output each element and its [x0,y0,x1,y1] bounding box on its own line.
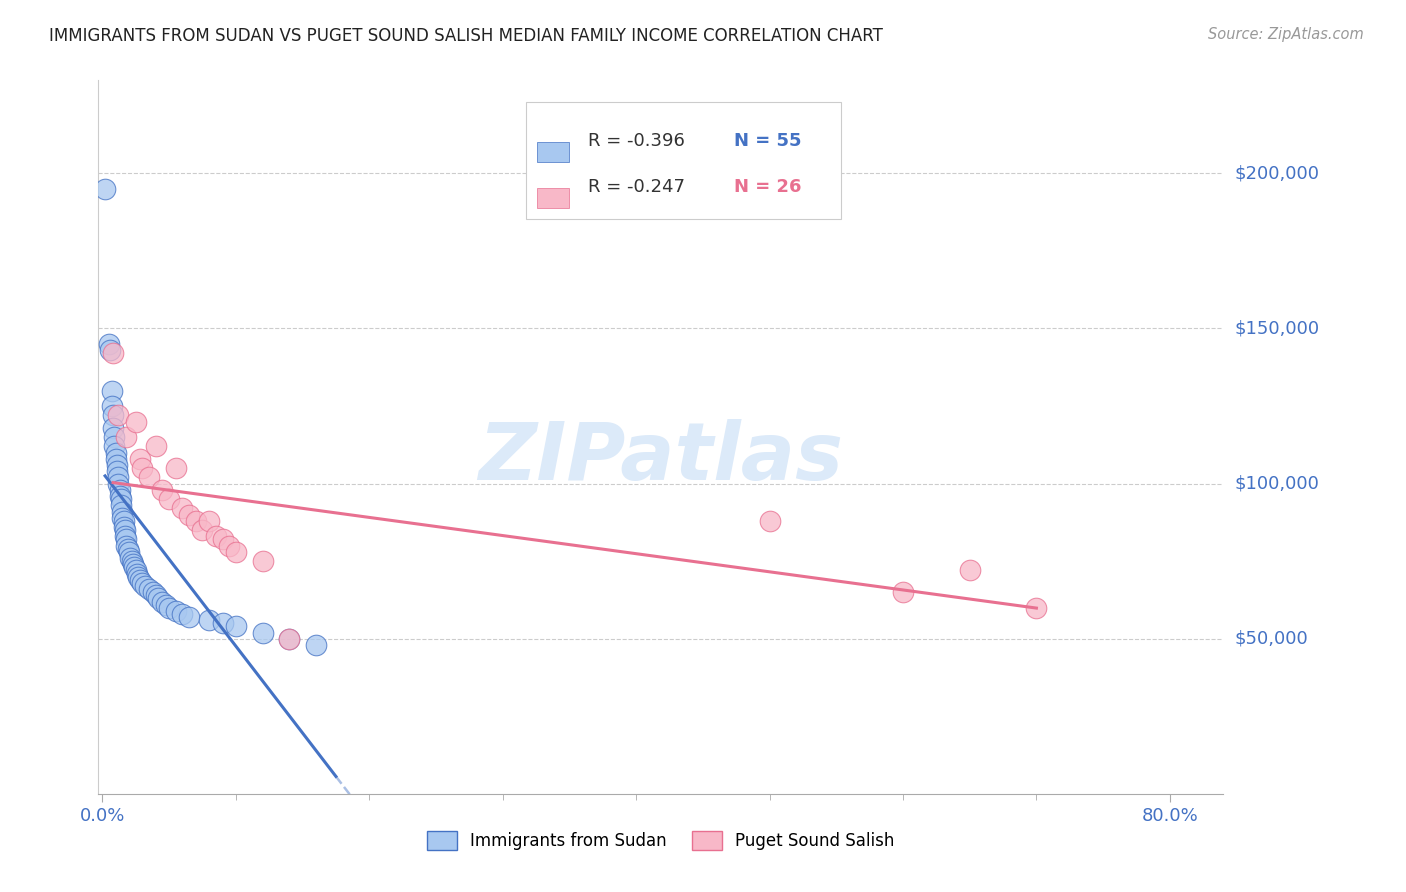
Point [758,514,780,528]
Point [104,451,127,466]
Point [172,501,194,516]
Point [105,464,128,478]
Point [165,461,187,475]
Point [114,523,136,537]
Point [198,613,221,627]
Point [107,470,129,484]
Point [179,610,201,624]
Point [205,529,228,543]
Point [127,570,149,584]
Point [1025,600,1047,615]
Text: R = -0.247: R = -0.247 [588,178,685,196]
Point [891,585,914,599]
Point [198,514,221,528]
Point [125,564,148,578]
Point [125,415,148,429]
Point [218,539,240,553]
Point [115,533,138,547]
FancyBboxPatch shape [537,142,568,161]
Point [118,545,141,559]
Point [157,600,180,615]
Point [100,399,122,413]
Point [184,514,207,528]
Point [127,566,149,581]
Point [211,616,233,631]
Point [103,439,125,453]
Text: N = 55: N = 55 [734,132,801,150]
Text: IMMIGRANTS FROM SUDAN VS PUGET SOUND SALISH MEDIAN FAMILY INCOME CORRELATION CHA: IMMIGRANTS FROM SUDAN VS PUGET SOUND SAL… [49,27,883,45]
Point [117,541,139,556]
FancyBboxPatch shape [526,102,841,219]
Point [225,619,247,633]
Point [179,508,201,522]
Text: N = 26: N = 26 [734,178,801,196]
Point [278,632,301,646]
Point [165,604,187,618]
Point [278,632,301,646]
Point [252,554,274,568]
Point [112,520,135,534]
Point [111,510,134,524]
Point [134,579,156,593]
Text: $100,000: $100,000 [1234,475,1319,492]
Point [148,591,170,606]
Point [114,529,136,543]
Point [98,337,121,351]
Point [128,451,150,466]
Point [152,483,174,497]
Point [111,504,134,518]
Point [103,430,125,444]
Point [152,594,174,608]
Text: $50,000: $50,000 [1234,630,1308,648]
Point [122,558,145,572]
Point [115,430,138,444]
Point [94,182,117,196]
Point [252,625,274,640]
Point [211,533,233,547]
Point [155,598,177,612]
Point [112,514,135,528]
Point [100,384,122,398]
Point [131,575,153,590]
Text: Source: ZipAtlas.com: Source: ZipAtlas.com [1208,27,1364,42]
Point [157,492,180,507]
Text: ZIPatlas: ZIPatlas [478,419,844,498]
Point [225,545,247,559]
Point [101,421,124,435]
Point [120,551,142,566]
Point [121,554,143,568]
Text: R = -0.396: R = -0.396 [588,132,685,150]
Point [108,489,131,503]
Point [145,588,167,602]
FancyBboxPatch shape [537,188,568,208]
Point [172,607,194,621]
Point [115,539,138,553]
Point [107,476,129,491]
Point [142,585,165,599]
Point [107,409,129,423]
Legend: Immigrants from Sudan, Puget Sound Salish: Immigrants from Sudan, Puget Sound Salis… [420,824,901,857]
Point [145,439,167,453]
Point [101,409,124,423]
Text: $200,000: $200,000 [1234,164,1319,182]
Point [101,346,124,360]
Point [305,638,328,652]
Point [110,492,132,507]
Point [110,499,132,513]
Text: $150,000: $150,000 [1234,319,1319,337]
Point [124,560,146,574]
Point [100,343,122,358]
Point [138,470,160,484]
Point [138,582,160,596]
Point [128,573,150,587]
Point [105,458,128,472]
Point [108,483,131,497]
Point [959,564,981,578]
Point [191,523,214,537]
Point [104,445,127,459]
Point [131,461,153,475]
